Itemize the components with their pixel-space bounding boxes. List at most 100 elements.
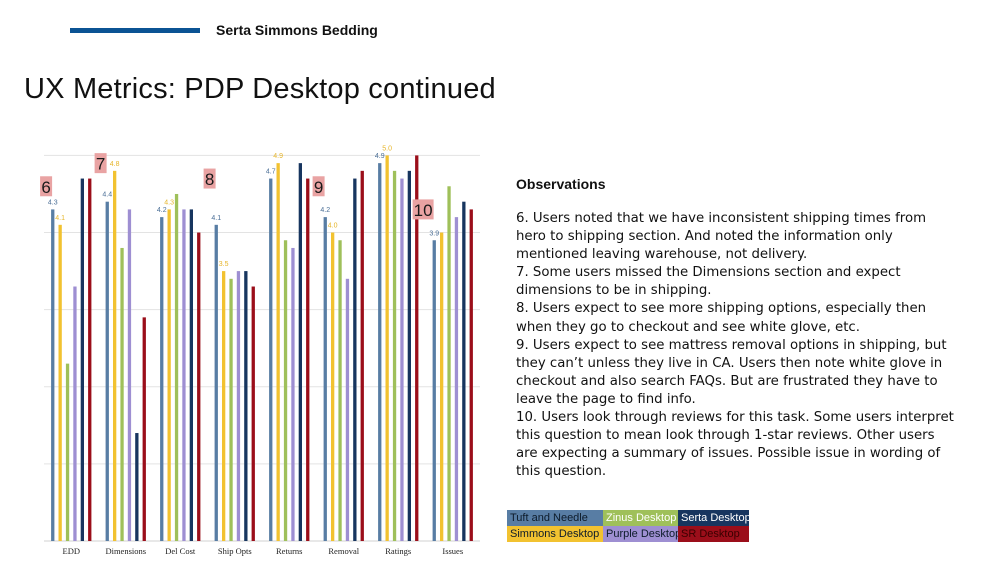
data-label: 4.3 [164,199,174,206]
x-tick-label: EDD [63,546,80,556]
callout-number: 7 [96,155,105,174]
bar-purple-desktop-del-cost [182,209,186,541]
bar-simmons-desktop-dimensions [113,170,117,541]
callout-badge [203,168,216,189]
callout-number: 8 [205,170,214,189]
bar-tuft-and-needle-dimensions [105,201,109,541]
callout-badge [412,199,434,220]
bar-zinus-desktop-issues [447,186,451,541]
callout-badge [312,176,325,197]
bar-simmons-desktop-removal [331,232,335,542]
bar-tuft-and-needle-returns [269,178,273,542]
x-tick-label: Del Cost [165,546,196,556]
bar-serta-desktop-dimensions [135,433,139,541]
bar-purple-desktop-removal [345,278,350,541]
bar-simmons-desktop-returns [276,163,280,541]
bar-tuft-and-needle-ship-opts [214,224,218,542]
bar-zinus-desktop-edd [65,363,70,541]
bar-simmons-desktop-del-cost [167,209,171,541]
callout-number: 10 [414,201,433,220]
bar-serta-desktop-del-cost [189,209,193,541]
bar-purple-desktop-dimensions [127,209,132,541]
bar-zinus-desktop-ship-opts [229,278,233,541]
bar-serta-desktop-returns [298,163,302,541]
bar-sr-desktop-issues [469,209,473,541]
bar-zinus-desktop-returns [283,240,288,541]
bar-serta-desktop-removal [353,178,357,542]
observations-heading: Observations [516,176,606,192]
data-label: 4.9 [375,153,385,160]
bar-purple-desktop-issues [454,217,459,541]
callout-badge [40,176,53,197]
page-title: UX Metrics: PDP Desktop continued [24,73,496,105]
brand-name: Serta Simmons Bedding [216,22,378,38]
x-tick-label: Dimensions [105,546,146,556]
bar-serta-desktop-ratings [407,170,411,541]
legend-item-serta: Serta Desktop [678,510,749,526]
bar-purple-desktop-ratings [400,178,404,542]
x-tick-label: Ship Opts [218,546,252,556]
data-label: 4.1 [55,215,65,222]
chart-legend: Tuft and Needle Zinus Desktop Serta Desk… [507,510,749,542]
data-label: 4.2 [320,207,330,214]
bar-sr-desktop-dimensions [142,317,146,541]
callout-number: 6 [41,178,50,197]
data-label: 3.5 [219,261,229,268]
bar-simmons-desktop-ratings [385,155,389,541]
bar-tuft-and-needle-del-cost [160,217,164,541]
bar-sr-desktop-edd [88,178,92,542]
observation-item: 6. Users noted that we have inconsistent… [516,211,927,263]
callout-badge [94,153,107,174]
bar-zinus-desktop-ratings [392,170,397,541]
bar-zinus-desktop-dimensions [120,247,124,541]
legend-item-purple: Purple Desktop [603,526,678,542]
data-label: 4.3 [48,199,58,206]
bar-purple-desktop-returns [291,247,295,541]
header-accent-bar [70,28,200,33]
bar-simmons-desktop-issues [440,232,444,542]
bar-tuft-and-needle-issues [432,240,436,541]
bar-simmons-desktop-ship-opts [222,271,226,541]
observation-item: 10. Users look through reviews for this … [516,410,954,480]
bar-simmons-desktop-edd [58,224,62,542]
bar-tuft-and-needle-ratings [378,163,382,541]
data-label: 3.9 [429,230,439,237]
data-label: 4.8 [110,161,120,168]
callout-number: 9 [314,178,323,197]
legend-item-zinus: Zinus Desktop [603,510,678,526]
bar-serta-desktop-ship-opts [244,271,248,541]
observations-list: 6. Users noted that we have inconsistent… [516,210,956,481]
bar-serta-desktop-edd [80,178,84,542]
legend-item-tuft-and-needle: Tuft and Needle [507,510,603,526]
bar-purple-desktop-edd [73,286,77,541]
bar-tuft-and-needle-edd [51,209,55,541]
legend-item-simmons: Simmons Desktop [507,526,603,542]
data-label: 4.9 [273,153,283,160]
bar-serta-desktop-issues [462,201,466,541]
x-tick-label: Ratings [385,546,411,556]
bar-sr-desktop-returns [306,178,310,542]
data-label: 4.7 [266,169,276,176]
data-label: 4.0 [328,223,338,230]
bar-zinus-desktop-del-cost [174,193,179,541]
data-label: 4.1 [211,215,221,222]
x-tick-label: Issues [442,546,463,556]
x-tick-label: Returns [276,546,302,556]
data-label: 5.0 [382,145,392,152]
bar-sr-desktop-del-cost [197,232,201,542]
data-label: 4.4 [102,192,112,199]
bar-zinus-desktop-removal [338,240,342,541]
legend-item-sr: SR Desktop [678,526,749,542]
bar-sr-desktop-removal [360,170,364,541]
bar-sr-desktop-ratings [415,155,419,541]
observation-item: 8. Users expect to see more shipping opt… [516,301,927,335]
observation-item: 7. Some users missed the Dimensions sect… [516,265,901,299]
bar-tuft-and-needle-removal [323,217,327,541]
bar-sr-desktop-ship-opts [251,286,255,541]
x-tick-label: Removal [328,546,359,556]
bar-purple-desktop-ship-opts [236,271,241,541]
observation-item: 9. Users expect to see mattress removal … [516,337,947,407]
data-label: 4.2 [157,207,167,214]
